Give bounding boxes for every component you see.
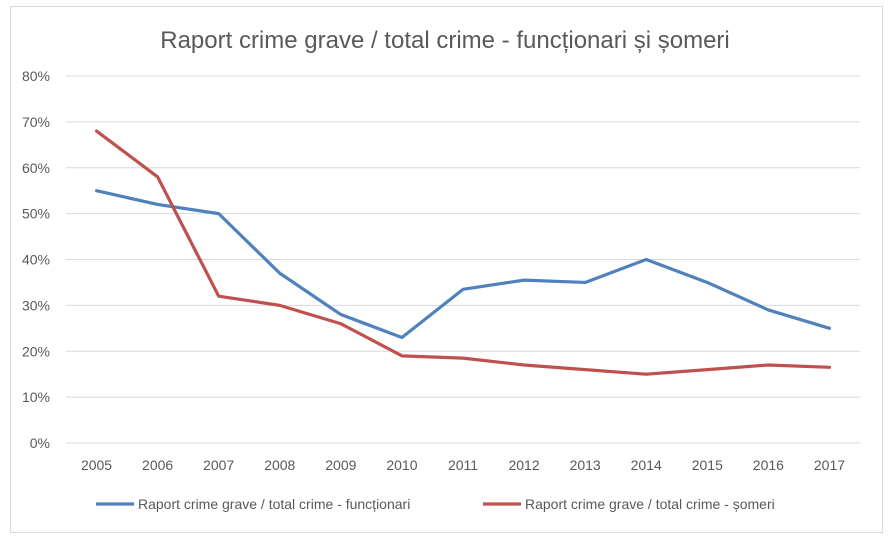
- x-tick-label: 2010: [386, 457, 417, 473]
- y-tick-label: 30%: [22, 297, 50, 313]
- y-tick-label: 40%: [22, 252, 50, 268]
- x-tick-label: 2015: [692, 457, 723, 473]
- x-tick-label: 2011: [448, 457, 478, 473]
- x-tick-label: 2009: [325, 457, 356, 473]
- x-tick-label: 2006: [142, 457, 173, 473]
- chart-frame: [10, 6, 883, 533]
- y-axis-ticks: 0% 10% 20% 30% 40% 50% 60% 70% 80%: [22, 68, 50, 451]
- y-tick-label: 20%: [22, 343, 50, 359]
- x-tick-label: 2012: [508, 457, 539, 473]
- y-tick-label: 50%: [22, 206, 50, 222]
- legend-label: Raport crime grave / total crime - funcț…: [138, 496, 410, 512]
- y-tick-label: 60%: [22, 160, 50, 176]
- x-tick-label: 2008: [264, 457, 295, 473]
- y-tick-label: 10%: [22, 389, 50, 405]
- y-tick-label: 70%: [22, 114, 50, 130]
- x-tick-label: 2016: [753, 457, 784, 473]
- x-tick-label: 2005: [81, 457, 112, 473]
- x-axis-ticks: 2005 2006 2007 2008 2009 2010 2011 2012 2013 2014…: [81, 457, 845, 473]
- x-tick-label: 2014: [631, 457, 662, 473]
- legend-label: Raport crime grave / total crime - șomer…: [525, 496, 775, 512]
- legend-item-1: Raport crime grave / total crime - funcț…: [96, 496, 410, 512]
- legend-item-2: Raport crime grave / total crime - șomer…: [483, 496, 775, 512]
- x-tick-label: 2017: [814, 457, 845, 473]
- y-tick-label: 0%: [30, 435, 50, 451]
- series-line-1: [94, 189, 832, 340]
- x-tick-label: 2007: [203, 457, 234, 473]
- series-lines: [94, 129, 832, 376]
- chart-title: Raport crime grave / total crime - funcț…: [160, 27, 730, 54]
- legend: Raport crime grave / total crime - funcț…: [96, 496, 775, 512]
- gridlines: [66, 75, 860, 444]
- x-tick-label: 2013: [570, 457, 601, 473]
- y-tick-label: 80%: [22, 68, 50, 84]
